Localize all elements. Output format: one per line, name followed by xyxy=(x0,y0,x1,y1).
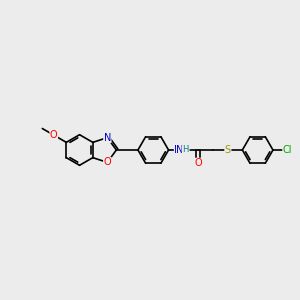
Text: H: H xyxy=(182,146,188,154)
Text: O: O xyxy=(194,158,202,168)
Text: Cl: Cl xyxy=(283,145,292,155)
Text: O: O xyxy=(103,158,111,167)
Text: NH: NH xyxy=(174,145,189,155)
Text: S: S xyxy=(225,145,231,155)
Text: N: N xyxy=(176,145,184,155)
Text: N: N xyxy=(104,133,111,142)
Text: O: O xyxy=(50,130,58,140)
